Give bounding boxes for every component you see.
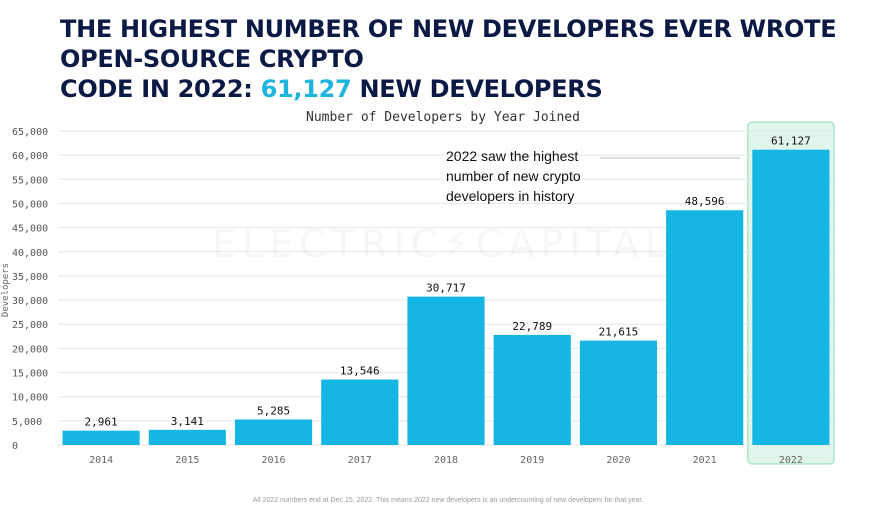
- x-tick-label-2017: 2017: [348, 455, 372, 466]
- data-label-2020: 21,615: [599, 326, 639, 339]
- y-tick-label: 25,000: [12, 320, 48, 331]
- data-label-2022: 61,127: [771, 135, 811, 148]
- bar-2019: [493, 334, 571, 445]
- y-tick-label: 55,000: [12, 175, 48, 186]
- bar-2017: [321, 379, 399, 445]
- headline: THE HIGHEST NUMBER OF NEW DEVELOPERS EVE…: [60, 14, 880, 104]
- x-tick-label-2015: 2015: [175, 455, 199, 466]
- y-tick-label: 65,000: [12, 127, 48, 138]
- headline-line2-prefix: CODE IN 2022:: [60, 75, 261, 103]
- data-label-2015: 3,141: [171, 415, 204, 428]
- bar-2016: [234, 419, 313, 445]
- headline-line2-suffix: NEW DEVELOPERS: [351, 75, 603, 103]
- bar-2020: [579, 340, 658, 445]
- y-tick-label: 0: [12, 441, 18, 452]
- y-tick-label: 60,000: [12, 151, 48, 162]
- y-tick-label: 5,000: [12, 417, 42, 428]
- chart-title: Number of Developers by Year Joined: [306, 110, 580, 125]
- y-tick-label: 35,000: [12, 272, 48, 283]
- y-tick-label: 10,000: [12, 393, 48, 404]
- y-tick-label: 45,000: [12, 224, 48, 235]
- x-tick-label-2020: 2020: [606, 455, 630, 466]
- headline-accent-number: 61,127: [260, 75, 352, 103]
- bar-2021: [666, 210, 744, 445]
- y-axis-label: Developers: [1, 263, 11, 317]
- y-tick-label: 15,000: [12, 369, 48, 380]
- data-label-2021: 48,596: [685, 195, 725, 208]
- chart-annotation: 2022 saw the highest number of new crypt…: [446, 148, 581, 204]
- x-tick-label-2022: 2022: [779, 455, 803, 466]
- footnote: All 2022 numbers end at Dec 15, 2022. Th…: [252, 497, 644, 504]
- watermark-logo: ELECTRIC⚡CAPITAL: [212, 222, 672, 266]
- x-tick-label-2021: 2021: [693, 455, 717, 466]
- y-tick-label: 50,000: [12, 199, 48, 210]
- y-tick-label: 20,000: [12, 344, 48, 355]
- data-label-2017: 13,546: [340, 365, 380, 378]
- bar-2014: [62, 430, 140, 445]
- x-tick-label-2014: 2014: [89, 455, 113, 466]
- x-tick-label-2019: 2019: [520, 455, 544, 466]
- x-tick-label-2018: 2018: [434, 455, 458, 466]
- data-label-2014: 2,961: [85, 416, 118, 429]
- data-label-2016: 5,285: [257, 404, 290, 417]
- x-tick-label-2016: 2016: [262, 455, 286, 466]
- bar-2015: [148, 429, 226, 445]
- y-tick-label: 40,000: [12, 248, 48, 259]
- headline-line1: THE HIGHEST NUMBER OF NEW DEVELOPERS EVE…: [60, 15, 837, 73]
- data-label-2019: 22,789: [512, 320, 552, 333]
- y-tick-label: 30,000: [12, 296, 48, 307]
- bar-2018: [407, 296, 485, 445]
- bar-2022: [752, 149, 830, 445]
- data-label-2018: 30,717: [426, 282, 466, 295]
